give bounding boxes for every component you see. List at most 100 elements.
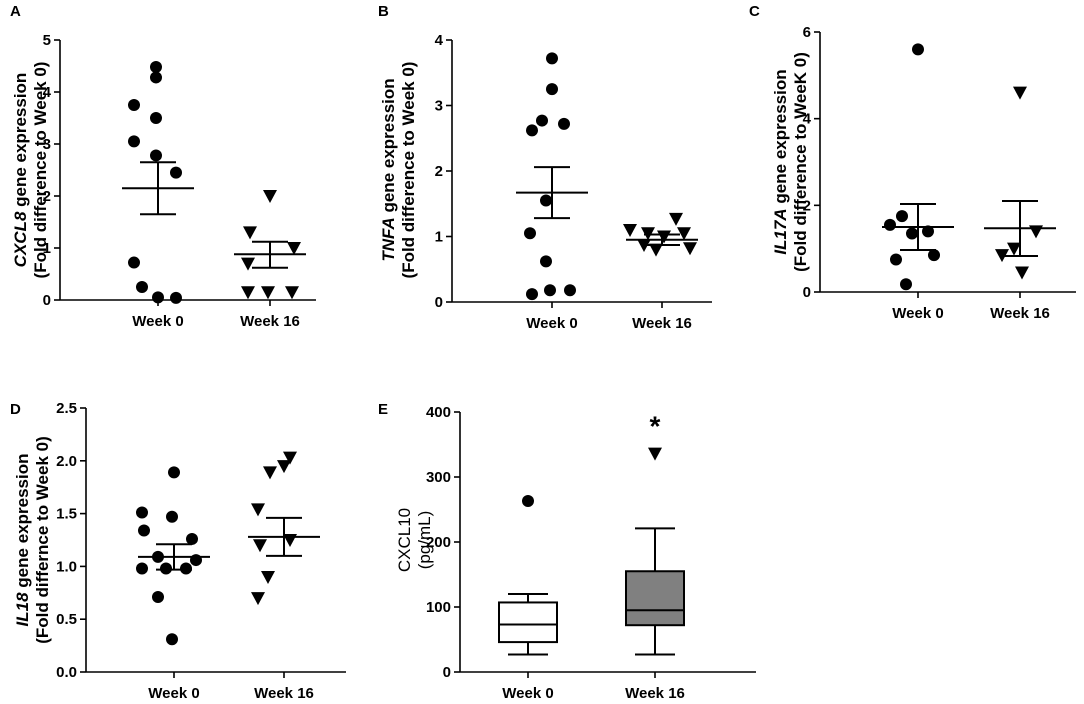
y-tick-label: 0 [803, 284, 811, 301]
y-tick-label: 2.5 [56, 400, 77, 417]
data-point-circle [524, 227, 536, 240]
gene-name: IL18 [13, 592, 32, 627]
panel-letter: C [749, 3, 760, 20]
y-tick-label: 6 [803, 24, 811, 41]
outlier-triangle [648, 447, 662, 461]
data-point-triangle [241, 286, 255, 300]
panel-letter: D [10, 401, 21, 418]
data-point-circle [152, 291, 164, 304]
data-point-circle [180, 562, 192, 575]
data-point-circle [896, 210, 908, 223]
y-tick-label: 1.5 [56, 506, 77, 523]
y-tick-label: 1 [43, 240, 51, 257]
data-point-circle [526, 288, 538, 301]
y-tick-label: 2.0 [56, 453, 77, 470]
y-tick-label: 3 [43, 136, 51, 153]
y-label-rest: gene expression [13, 454, 32, 593]
data-point-triangle [677, 227, 691, 241]
data-point-circle [526, 124, 538, 137]
data-point-circle [540, 194, 552, 207]
outlier-circle [522, 495, 534, 508]
x-category-label: Week 16 [254, 685, 314, 702]
data-point-triangle [287, 242, 301, 255]
gene-name: TNFA [379, 217, 398, 261]
panel-letter: B [378, 3, 389, 20]
data-point-triangle [277, 460, 291, 474]
data-point-triangle [623, 223, 637, 237]
y-tick-label: 2 [435, 163, 443, 180]
gene-name: IL17A [771, 208, 790, 254]
data-point-circle [128, 99, 140, 111]
data-point-circle [186, 532, 198, 545]
data-point-triangle [1029, 225, 1043, 239]
x-category-label: Week 0 [892, 305, 943, 322]
data-point-circle [166, 510, 178, 523]
y-axis-label-line2: (Fold difference to Week 0) [399, 62, 418, 279]
data-point-circle [884, 218, 896, 231]
y-axis-label: CXCL8 gene expression [11, 73, 30, 268]
data-point-circle [150, 61, 162, 74]
data-point-triangle [261, 286, 275, 300]
y-tick-label: 4 [435, 32, 444, 49]
data-point-circle [928, 249, 940, 262]
data-point-circle [558, 117, 570, 130]
panel-C: C 0 2 4 6 Week 0 Week 16 IL17A gene expression(… [749, 3, 1076, 322]
data-point-circle [170, 291, 182, 304]
y-tick-label: 2 [43, 188, 51, 205]
data-point-circle [136, 506, 148, 519]
y-tick-label: 0 [443, 664, 451, 681]
data-point-triangle [241, 257, 255, 271]
data-point-triangle [683, 242, 697, 256]
y-tick-label: 300 [426, 469, 451, 486]
data-point-circle [128, 135, 140, 148]
data-point-circle [136, 281, 148, 293]
data-point-triangle [243, 226, 257, 240]
y-axis-label: TNFA gene expression [379, 78, 398, 261]
data-point-circle [546, 83, 558, 96]
panel-A: A 0 1 2 3 4 5 Week 0 Week 16 CXCL8 gene expressio… [10, 3, 316, 330]
box-iqr [625, 570, 685, 627]
y-axis-label: IL18 gene expression [13, 454, 32, 627]
data-point-circle [540, 255, 552, 268]
y-tick-label: 5 [43, 32, 51, 49]
y-label-rest: gene expression [771, 69, 790, 208]
data-point-circle [890, 253, 902, 266]
x-category-label: Week 0 [148, 685, 199, 702]
panel-letter: A [10, 3, 21, 20]
data-point-circle [900, 278, 912, 291]
y-tick-label: 0.5 [56, 611, 77, 628]
panel-B: B 0 1 2 3 4 Week 0 Week 16 TNFA gene expression(… [378, 3, 712, 332]
y-tick-label: 1.0 [56, 558, 77, 575]
x-category-label: Week 16 [625, 685, 685, 702]
y-tick-label: 400 [426, 404, 451, 421]
y-tick-label: 0 [435, 294, 443, 311]
data-point-triangle [1007, 242, 1021, 256]
data-point-circle [150, 112, 162, 124]
panel-E: E 0 100 200 300 400 Week 0 Week 16 CXCL10 (pg/mL)… [378, 401, 756, 702]
y-tick-label: 0.0 [56, 664, 77, 681]
data-point-triangle [253, 539, 267, 553]
data-point-triangle [1013, 86, 1027, 100]
y-tick-label: 4 [803, 111, 812, 128]
data-point-triangle [263, 190, 277, 203]
x-category-label: Week 0 [502, 685, 553, 702]
y-axis-label-line2: (pg/mL) [415, 511, 434, 570]
data-point-triangle [669, 212, 683, 226]
significance-marker: * [650, 411, 661, 442]
data-point-circle [922, 225, 934, 238]
data-point-circle [138, 524, 150, 537]
data-point-circle [564, 284, 576, 297]
panel-letter: E [378, 401, 388, 418]
data-point-circle [166, 633, 178, 646]
data-point-circle [544, 284, 556, 297]
data-point-circle [912, 43, 924, 56]
y-tick-label: 1 [435, 229, 443, 246]
y-axis-label-line2: (Fold differnce to Week 0) [33, 436, 52, 644]
data-point-triangle [657, 230, 671, 244]
data-point-circle [190, 554, 202, 567]
y-tick-label: 2 [803, 197, 811, 214]
data-point-circle [546, 52, 558, 65]
data-point-triangle [285, 286, 299, 300]
panel-D: D 0.0 0.5 1.0 1.5 2.0 2.5 Week 0 Week 16 IL18 gen… [10, 400, 346, 702]
